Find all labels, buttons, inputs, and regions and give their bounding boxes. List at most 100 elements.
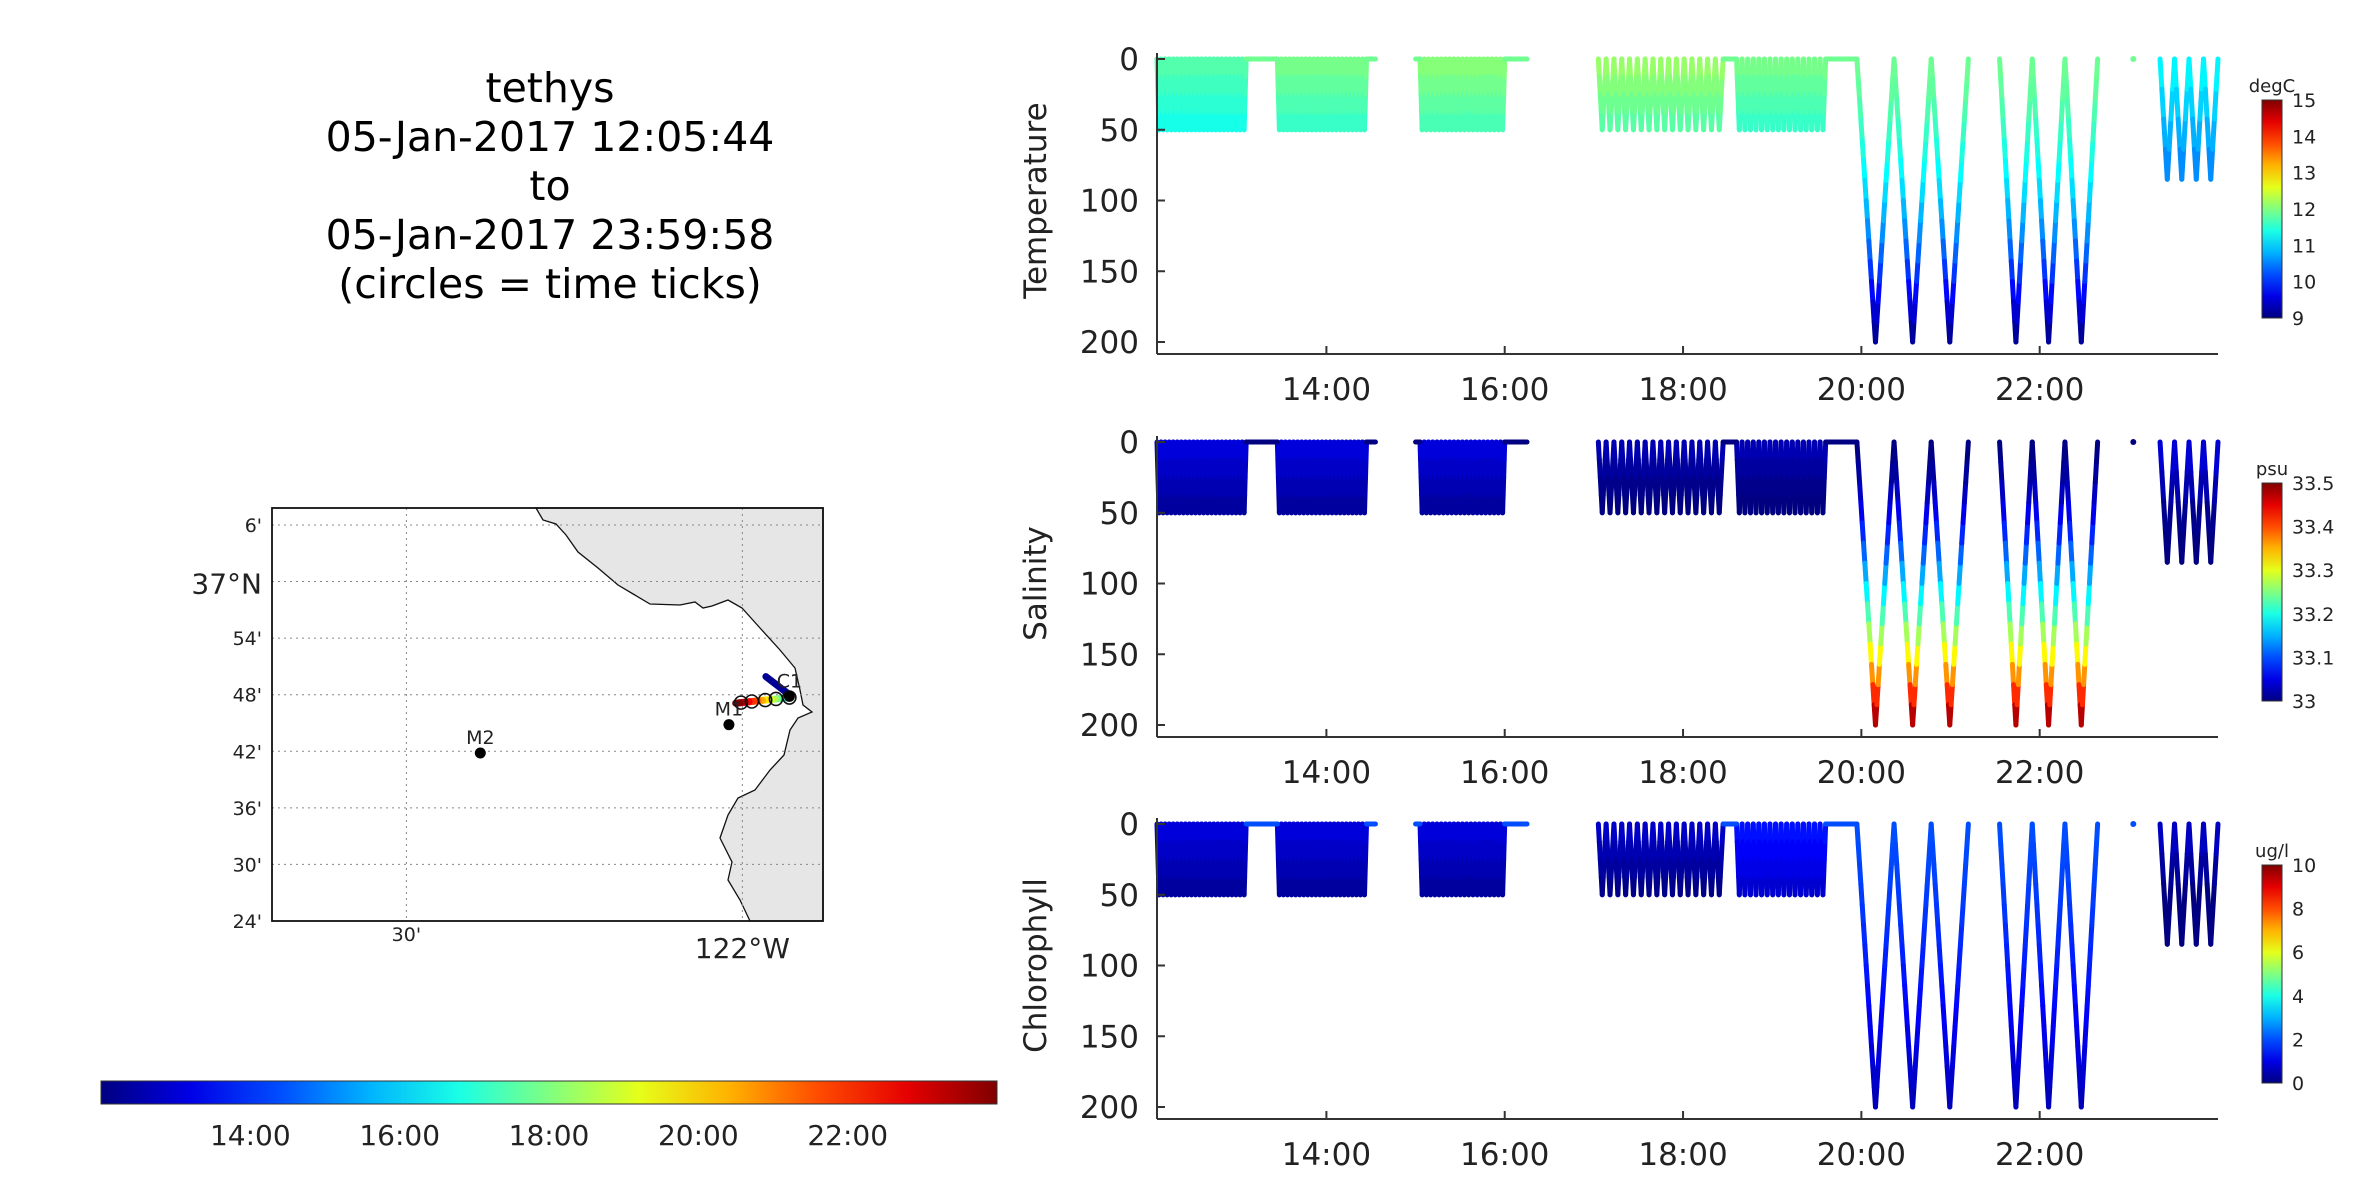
profile-point — [1867, 258, 1874, 284]
profile-point — [1289, 109, 1295, 133]
profile-point — [1702, 474, 1709, 498]
profile-point — [2168, 86, 2176, 122]
profile-point — [1858, 500, 1865, 526]
profile-point — [1957, 157, 1965, 183]
profile-point — [1291, 821, 1297, 845]
profile-segment — [1854, 56, 1971, 345]
profile-point — [1753, 874, 1760, 898]
profile-point — [1694, 856, 1701, 880]
profile-point — [1217, 109, 1223, 133]
profile-point — [1478, 109, 1485, 133]
profile-point — [2014, 1064, 2021, 1090]
profile-point — [1872, 1084, 1880, 1110]
profile-point — [1693, 874, 1700, 898]
profile-point — [1998, 76, 2005, 102]
profile-point — [2188, 469, 2196, 505]
profile-point — [2197, 86, 2205, 122]
profile-point — [1474, 492, 1481, 516]
profile-point — [2040, 621, 2047, 647]
profile-point — [1659, 457, 1666, 480]
profile-point — [1363, 439, 1370, 463]
y-tick-label: 200 — [1080, 325, 1139, 361]
profile-point — [1681, 821, 1688, 845]
profile-point — [1343, 56, 1350, 80]
profile-point — [1963, 841, 1970, 867]
profile-point — [1956, 942, 1963, 968]
profile-point — [1651, 457, 1658, 480]
profile-point — [2026, 479, 2033, 506]
profile-point — [1793, 91, 1799, 115]
profile-point — [1417, 56, 1424, 80]
profile-point — [1170, 56, 1177, 80]
profile-point — [1630, 109, 1637, 133]
profile-point — [1293, 492, 1299, 516]
profile-point — [1442, 439, 1449, 463]
profile-point — [1865, 983, 1872, 1009]
profile-point — [1670, 91, 1677, 115]
profile-point — [1343, 821, 1350, 845]
profile-point — [1798, 109, 1804, 133]
profile-point — [1800, 821, 1807, 845]
profile-point — [2204, 499, 2212, 535]
profile-point — [2075, 278, 2082, 305]
profile-point — [1624, 856, 1631, 880]
profile-point — [1689, 821, 1696, 845]
profile-point — [1631, 856, 1638, 880]
profile-point — [2053, 198, 2060, 224]
profile-point — [1500, 91, 1507, 115]
profile-point — [1914, 1023, 1921, 1049]
profile-point — [1874, 299, 1881, 325]
profile-point — [1331, 821, 1338, 845]
profile-point — [1914, 641, 1921, 667]
profile-point — [1278, 821, 1285, 845]
profile-point — [1493, 821, 1500, 845]
profile-point — [1915, 621, 1922, 647]
profile-point — [1596, 74, 1603, 97]
profile-point — [2164, 529, 2172, 565]
profile-point — [2030, 459, 2038, 485]
profile-point — [1607, 109, 1614, 133]
y-tick-label: 100 — [1080, 184, 1139, 220]
y-tick-label: 50 — [1100, 496, 1139, 532]
profile-point — [1880, 198, 1888, 224]
profile-point — [1742, 874, 1749, 898]
profile-point — [1761, 439, 1768, 463]
profile-point — [1742, 492, 1749, 516]
profile-point — [2201, 439, 2208, 475]
profile-point — [1221, 109, 1227, 133]
profile-point — [1362, 856, 1369, 880]
y-tick-label: 150 — [1080, 1019, 1139, 1055]
profile-point — [1940, 238, 1947, 264]
profile-point — [1891, 821, 1898, 847]
profile-point — [1930, 841, 1937, 867]
profile-point — [2030, 76, 2038, 102]
profile-point — [1882, 560, 1889, 586]
profile-point — [1612, 839, 1619, 862]
profile-point — [1242, 856, 1248, 880]
profile-point — [1903, 621, 1910, 647]
profile-point — [1600, 91, 1607, 115]
profile-point — [1339, 56, 1346, 80]
profile-point — [1495, 874, 1502, 898]
profile-point — [2090, 117, 2097, 143]
profile-point — [1709, 856, 1716, 880]
profile-point — [1955, 963, 1962, 989]
profile-segment — [1274, 821, 1370, 898]
profile-point — [1768, 74, 1774, 97]
profile-point — [1434, 821, 1440, 845]
profile-point — [1667, 839, 1674, 862]
profile-point — [2058, 861, 2066, 888]
profile-point — [1227, 56, 1233, 80]
profile-point — [1863, 963, 1871, 989]
profile-point — [1911, 1064, 1918, 1090]
profile-point — [2088, 157, 2095, 183]
profile-point — [2078, 702, 2085, 728]
profile-point — [1674, 74, 1681, 97]
profile-point — [1821, 856, 1827, 880]
map-lat-label: 54' — [233, 628, 262, 650]
profile-point — [1734, 439, 1740, 463]
profile-point — [2043, 299, 2050, 325]
profile-point — [1659, 74, 1666, 97]
profile-point — [1647, 474, 1654, 498]
profile-point — [1242, 474, 1248, 498]
